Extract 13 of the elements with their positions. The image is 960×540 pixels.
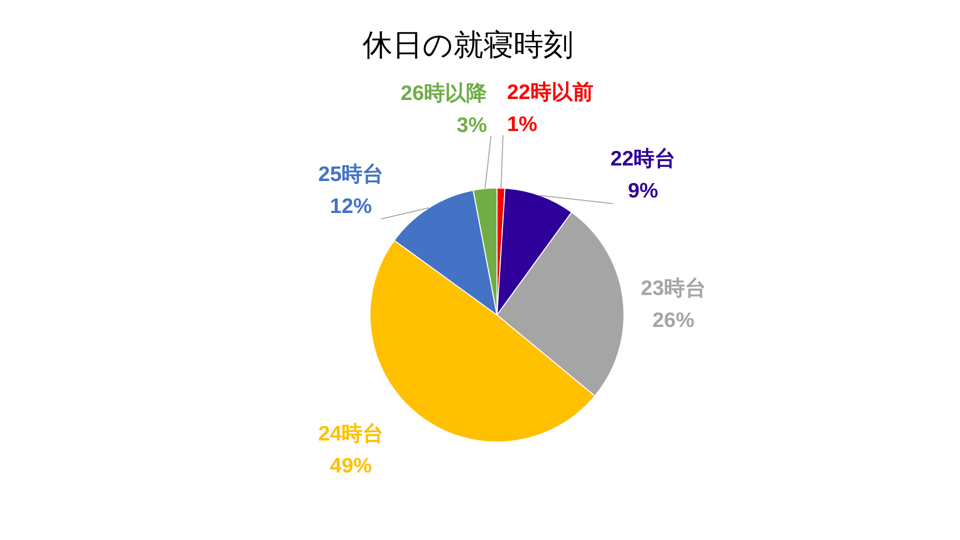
value-label: 49%: [330, 454, 372, 478]
slice-label: 22時以前: [507, 81, 594, 104]
slice-label: 23時台: [640, 277, 706, 300]
value-label: 3%: [456, 114, 487, 138]
slice-label: 22時台: [610, 148, 676, 171]
title: 休日の就寝時刻: [362, 29, 574, 62]
slice-label: 24時台: [318, 422, 384, 446]
value-label: 26%: [652, 309, 694, 332]
value-label: 1%: [507, 113, 538, 136]
slice-label: 25時台: [318, 162, 384, 186]
value-label: 9%: [628, 180, 658, 203]
slice-label: 26時以降: [400, 82, 487, 106]
value-label: 12%: [330, 194, 372, 218]
